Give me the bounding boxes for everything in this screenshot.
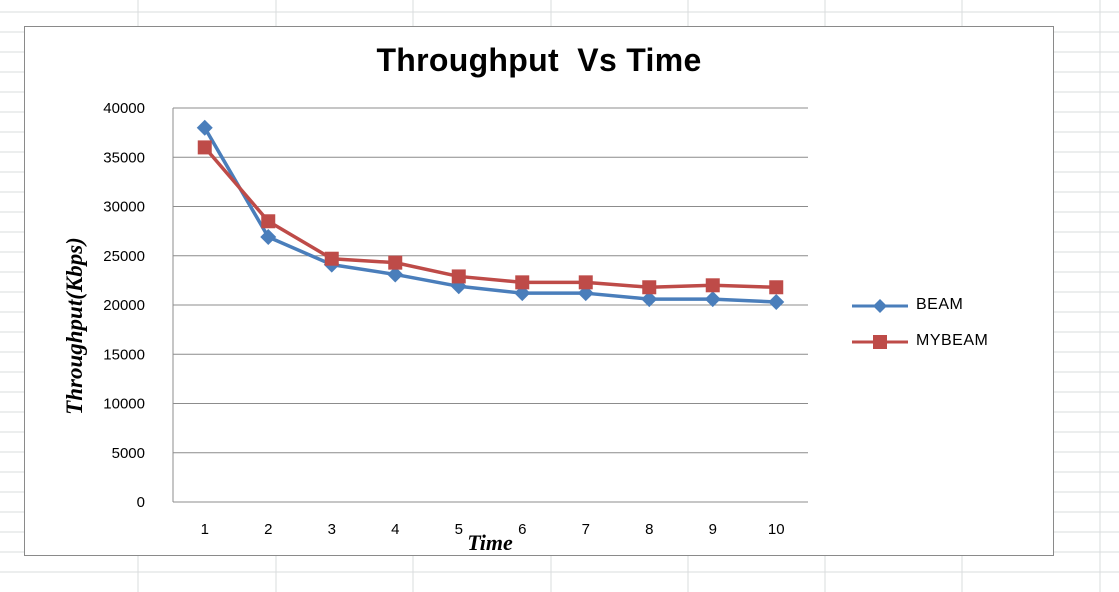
- y-tick-label: 0: [137, 494, 145, 511]
- x-tick-label: 10: [768, 521, 785, 538]
- legend-label-beam: BEAM: [916, 296, 964, 313]
- data-point-beam: [641, 291, 658, 308]
- series-line-mybeam: [203, 146, 777, 290]
- data-point-mybeam: [388, 255, 403, 270]
- legend-item-beam: BEAM: [852, 294, 1042, 330]
- chart-area[interactable]: [24, 26, 1054, 556]
- x-tick-label: 7: [582, 521, 590, 538]
- legend-label-mybeam: MYBEAM: [916, 332, 989, 349]
- x-tick-label: 8: [645, 521, 653, 538]
- data-point-beam: [260, 229, 277, 246]
- data-point-mybeam: [769, 280, 784, 295]
- x-tick-label: 1: [201, 521, 209, 538]
- legend-item-mybeam: MYBEAM: [852, 330, 1042, 366]
- x-tick-label: 5: [455, 521, 463, 538]
- data-point-beam: [704, 291, 721, 308]
- x-axis-label: Time: [467, 530, 513, 555]
- y-tick-label: 5000: [112, 445, 145, 462]
- x-tick-label: 9: [709, 521, 717, 538]
- legend-diamond-marker-icon: [852, 299, 908, 313]
- y-tick-label: 30000: [103, 199, 145, 216]
- chart-legend: BEAM MYBEAM: [852, 294, 1042, 366]
- x-tick-label: 2: [264, 521, 272, 538]
- y-tick-label: 40000: [103, 100, 145, 117]
- x-tick-label: 3: [328, 521, 336, 538]
- y-tick-label: 25000: [103, 248, 145, 265]
- data-point-mybeam: [451, 269, 466, 284]
- data-point-mybeam: [197, 140, 212, 155]
- data-point-mybeam: [515, 275, 530, 290]
- data-point-mybeam: [324, 251, 339, 266]
- y-tick-label: 15000: [103, 346, 145, 363]
- data-point-beam: [387, 266, 404, 283]
- series-line-beam: [203, 126, 777, 304]
- y-tick-label: 20000: [103, 297, 145, 314]
- x-tick-label: 4: [391, 521, 399, 538]
- data-point-mybeam: [642, 280, 657, 295]
- data-point-beam: [768, 294, 785, 311]
- data-point-mybeam: [261, 214, 276, 229]
- legend-square-marker-icon: [852, 335, 908, 349]
- data-point-mybeam: [705, 278, 720, 293]
- y-tick-label: 10000: [103, 396, 145, 413]
- data-point-mybeam: [578, 275, 593, 290]
- x-tick-label: 6: [518, 521, 526, 538]
- chart-title: Throughput Vs Time: [376, 42, 702, 78]
- y-tick-label: 35000: [103, 149, 145, 166]
- y-axis-label: Throughput(Kbps): [62, 237, 87, 415]
- data-point-beam: [196, 119, 213, 136]
